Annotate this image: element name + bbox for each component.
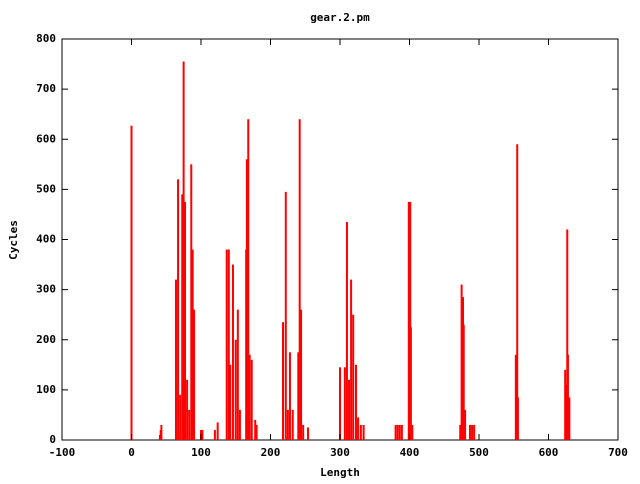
bar — [298, 119, 301, 440]
bar — [566, 354, 569, 440]
bar — [179, 394, 182, 440]
bar — [307, 427, 310, 440]
bar — [352, 314, 355, 440]
bar — [362, 424, 365, 440]
y-tick-label: 0 — [49, 433, 56, 446]
bar — [471, 424, 474, 440]
y-tick-label: 500 — [36, 182, 56, 195]
bar — [182, 61, 185, 441]
bar — [302, 424, 305, 440]
bar — [213, 429, 216, 440]
bar — [357, 417, 360, 440]
bar — [255, 424, 258, 440]
y-tick-label: 600 — [36, 132, 56, 145]
bar — [231, 264, 234, 440]
bar — [398, 424, 401, 440]
x-tick-label: 600 — [539, 446, 559, 459]
y-tick-label: 700 — [36, 82, 56, 95]
bar — [177, 179, 180, 440]
bar — [174, 279, 177, 440]
bar — [343, 367, 346, 440]
bar — [248, 354, 251, 440]
bar — [288, 352, 291, 440]
bar — [254, 419, 257, 440]
bar — [236, 309, 239, 440]
bar — [160, 424, 163, 440]
bar — [468, 424, 471, 440]
y-tick-label: 100 — [36, 383, 56, 396]
x-tick-label: 500 — [469, 446, 489, 459]
x-tick-label: 100 — [191, 446, 211, 459]
bar — [216, 422, 219, 440]
x-tick-label: -100 — [49, 446, 76, 459]
bar — [184, 201, 187, 440]
bar — [227, 249, 230, 440]
bar — [473, 424, 476, 440]
bar — [190, 164, 193, 440]
y-axis-label: Cycles — [7, 220, 20, 260]
y-tick-label: 400 — [36, 233, 56, 246]
bar — [229, 364, 232, 440]
bar — [201, 429, 204, 440]
bar — [345, 221, 348, 440]
bar — [411, 424, 414, 440]
bar — [291, 409, 294, 440]
bar — [566, 229, 569, 440]
bar — [350, 279, 353, 440]
bar — [514, 354, 517, 440]
bar — [193, 309, 196, 440]
bar — [464, 409, 467, 440]
bar — [297, 352, 300, 440]
bar — [354, 364, 357, 440]
bar — [462, 324, 465, 440]
bar — [225, 249, 228, 440]
bar — [339, 367, 341, 440]
bar — [359, 424, 362, 440]
x-tick-label: 700 — [608, 446, 628, 459]
bar — [247, 119, 250, 440]
bar — [396, 424, 399, 440]
bar — [130, 125, 133, 440]
y-tick-label: 300 — [36, 283, 56, 296]
bar — [409, 201, 412, 440]
bar — [286, 409, 289, 440]
bar — [284, 191, 287, 440]
bar — [245, 159, 248, 441]
x-tick-label: 200 — [261, 446, 281, 459]
bar — [300, 309, 303, 440]
x-tick-label: 300 — [330, 446, 350, 459]
bar — [516, 397, 519, 440]
bar — [460, 284, 463, 440]
bar — [568, 397, 571, 440]
y-tick-label: 200 — [36, 333, 56, 346]
chart-title: gear.2.pm — [310, 11, 370, 24]
bar — [181, 194, 184, 440]
x-tick-label: 0 — [128, 446, 135, 459]
bar — [394, 424, 397, 440]
x-axis-label: Length — [320, 466, 360, 479]
bar — [348, 379, 351, 440]
bar — [516, 144, 519, 440]
bar — [188, 409, 191, 440]
bar — [234, 339, 237, 440]
y-tick-label: 800 — [36, 32, 56, 45]
bar — [282, 322, 285, 440]
bar — [409, 327, 412, 440]
bar — [400, 424, 403, 440]
bar — [564, 384, 567, 440]
bar — [407, 201, 410, 440]
bar — [459, 424, 462, 440]
bar — [238, 409, 241, 440]
bar — [191, 249, 194, 440]
bar — [250, 359, 253, 440]
x-tick-label: 400 — [400, 446, 420, 459]
bar — [186, 379, 189, 440]
